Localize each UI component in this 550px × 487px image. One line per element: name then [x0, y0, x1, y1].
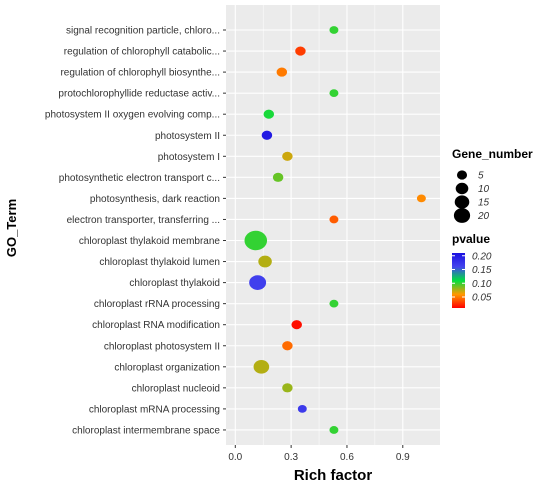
y-tick-label: photosystem I [158, 152, 220, 163]
data-point [263, 109, 275, 119]
y-tick-label: chloroplast intermembrane space [72, 425, 220, 436]
y-tick-label: regulation of chlorophyll biosynthe... [60, 68, 220, 79]
y-tick-label: chloroplast RNA modification [92, 320, 220, 331]
x-tick-label: 0.0 [228, 452, 242, 463]
x-axis: 0.0 0.3 0.6 0.9 [228, 445, 410, 463]
data-point [258, 255, 272, 268]
size-legend-key [453, 208, 471, 223]
y-axis-title: GO_Term [4, 199, 19, 257]
size-legend-label: 20 [477, 211, 490, 222]
data-point [297, 405, 307, 413]
size-legend-label: 10 [478, 184, 490, 195]
x-axis-title: Rich factor [294, 467, 373, 484]
size-legend-label: 15 [478, 198, 490, 209]
plot-panel [226, 5, 440, 445]
y-tick-label: photosystem II [155, 131, 220, 142]
colorbar-label: 0.15 [472, 265, 492, 276]
y-tick-label: chloroplast organization [114, 362, 220, 373]
data-point [329, 299, 339, 308]
y-tick-label: electron transporter, transferring ... [67, 215, 220, 226]
y-tick-label: regulation of chlorophyll catabolic... [64, 47, 220, 58]
data-point [272, 172, 284, 182]
y-tick-label: photosystem II oxygen evolving comp... [45, 110, 220, 121]
data-point [276, 67, 288, 77]
data-point [282, 383, 293, 393]
data-points [244, 26, 426, 434]
x-tick-label: 0.6 [340, 452, 354, 463]
data-point [329, 215, 339, 224]
colorbar-label: 0.10 [472, 279, 492, 290]
data-point [329, 89, 339, 98]
data-point [295, 46, 306, 56]
y-tick-label: chloroplast rRNA processing [94, 299, 220, 310]
gene-number-legend-title: Gene_number [452, 147, 533, 161]
data-point [261, 130, 273, 140]
gene-number-legend: Gene_number 5 10 15 20 [452, 147, 533, 223]
data-point [244, 230, 268, 251]
pvalue-legend-title: pvalue [452, 232, 490, 246]
colorbar-label: 0.20 [472, 251, 492, 262]
data-point [282, 341, 293, 351]
pvalue-colorbar [452, 253, 465, 308]
y-tick-label: photosynthetic electron transport c... [59, 173, 220, 184]
size-legend-key [454, 195, 470, 209]
y-tick-label: chloroplast thylakoid lumen [99, 257, 220, 268]
size-legend-label: 5 [478, 171, 484, 182]
size-legend-key [456, 170, 468, 180]
colorbar-label: 0.05 [472, 293, 492, 304]
data-point [329, 26, 339, 34]
x-tick-label: 0.3 [284, 452, 298, 463]
y-tick-label: chloroplast photosystem II [104, 341, 220, 352]
y-tick-label: chloroplast mRNA processing [89, 404, 220, 415]
data-point [282, 151, 293, 161]
y-tick-label: chloroplast nucleoid [132, 383, 220, 394]
y-axis: signal recognition particle, chloro... re… [45, 26, 226, 436]
y-tick-label: chloroplast thylakoid membrane [79, 236, 221, 247]
y-tick-label: signal recognition particle, chloro... [66, 26, 220, 37]
y-tick-label: protochlorophyllide reductase activ... [58, 89, 220, 100]
size-legend-key [455, 182, 469, 195]
data-point [249, 275, 267, 290]
x-tick-label: 0.9 [396, 452, 410, 463]
y-tick-label: chloroplast thylakoid [129, 278, 220, 289]
data-point [253, 359, 270, 374]
data-point [291, 320, 302, 330]
grid-lines [226, 5, 440, 445]
data-point [329, 426, 339, 434]
pvalue-legend: pvalue 0.20 0.15 0.10 0.05 [452, 232, 492, 308]
data-point [416, 194, 426, 203]
y-tick-label: photosynthesis, dark reaction [90, 194, 220, 205]
